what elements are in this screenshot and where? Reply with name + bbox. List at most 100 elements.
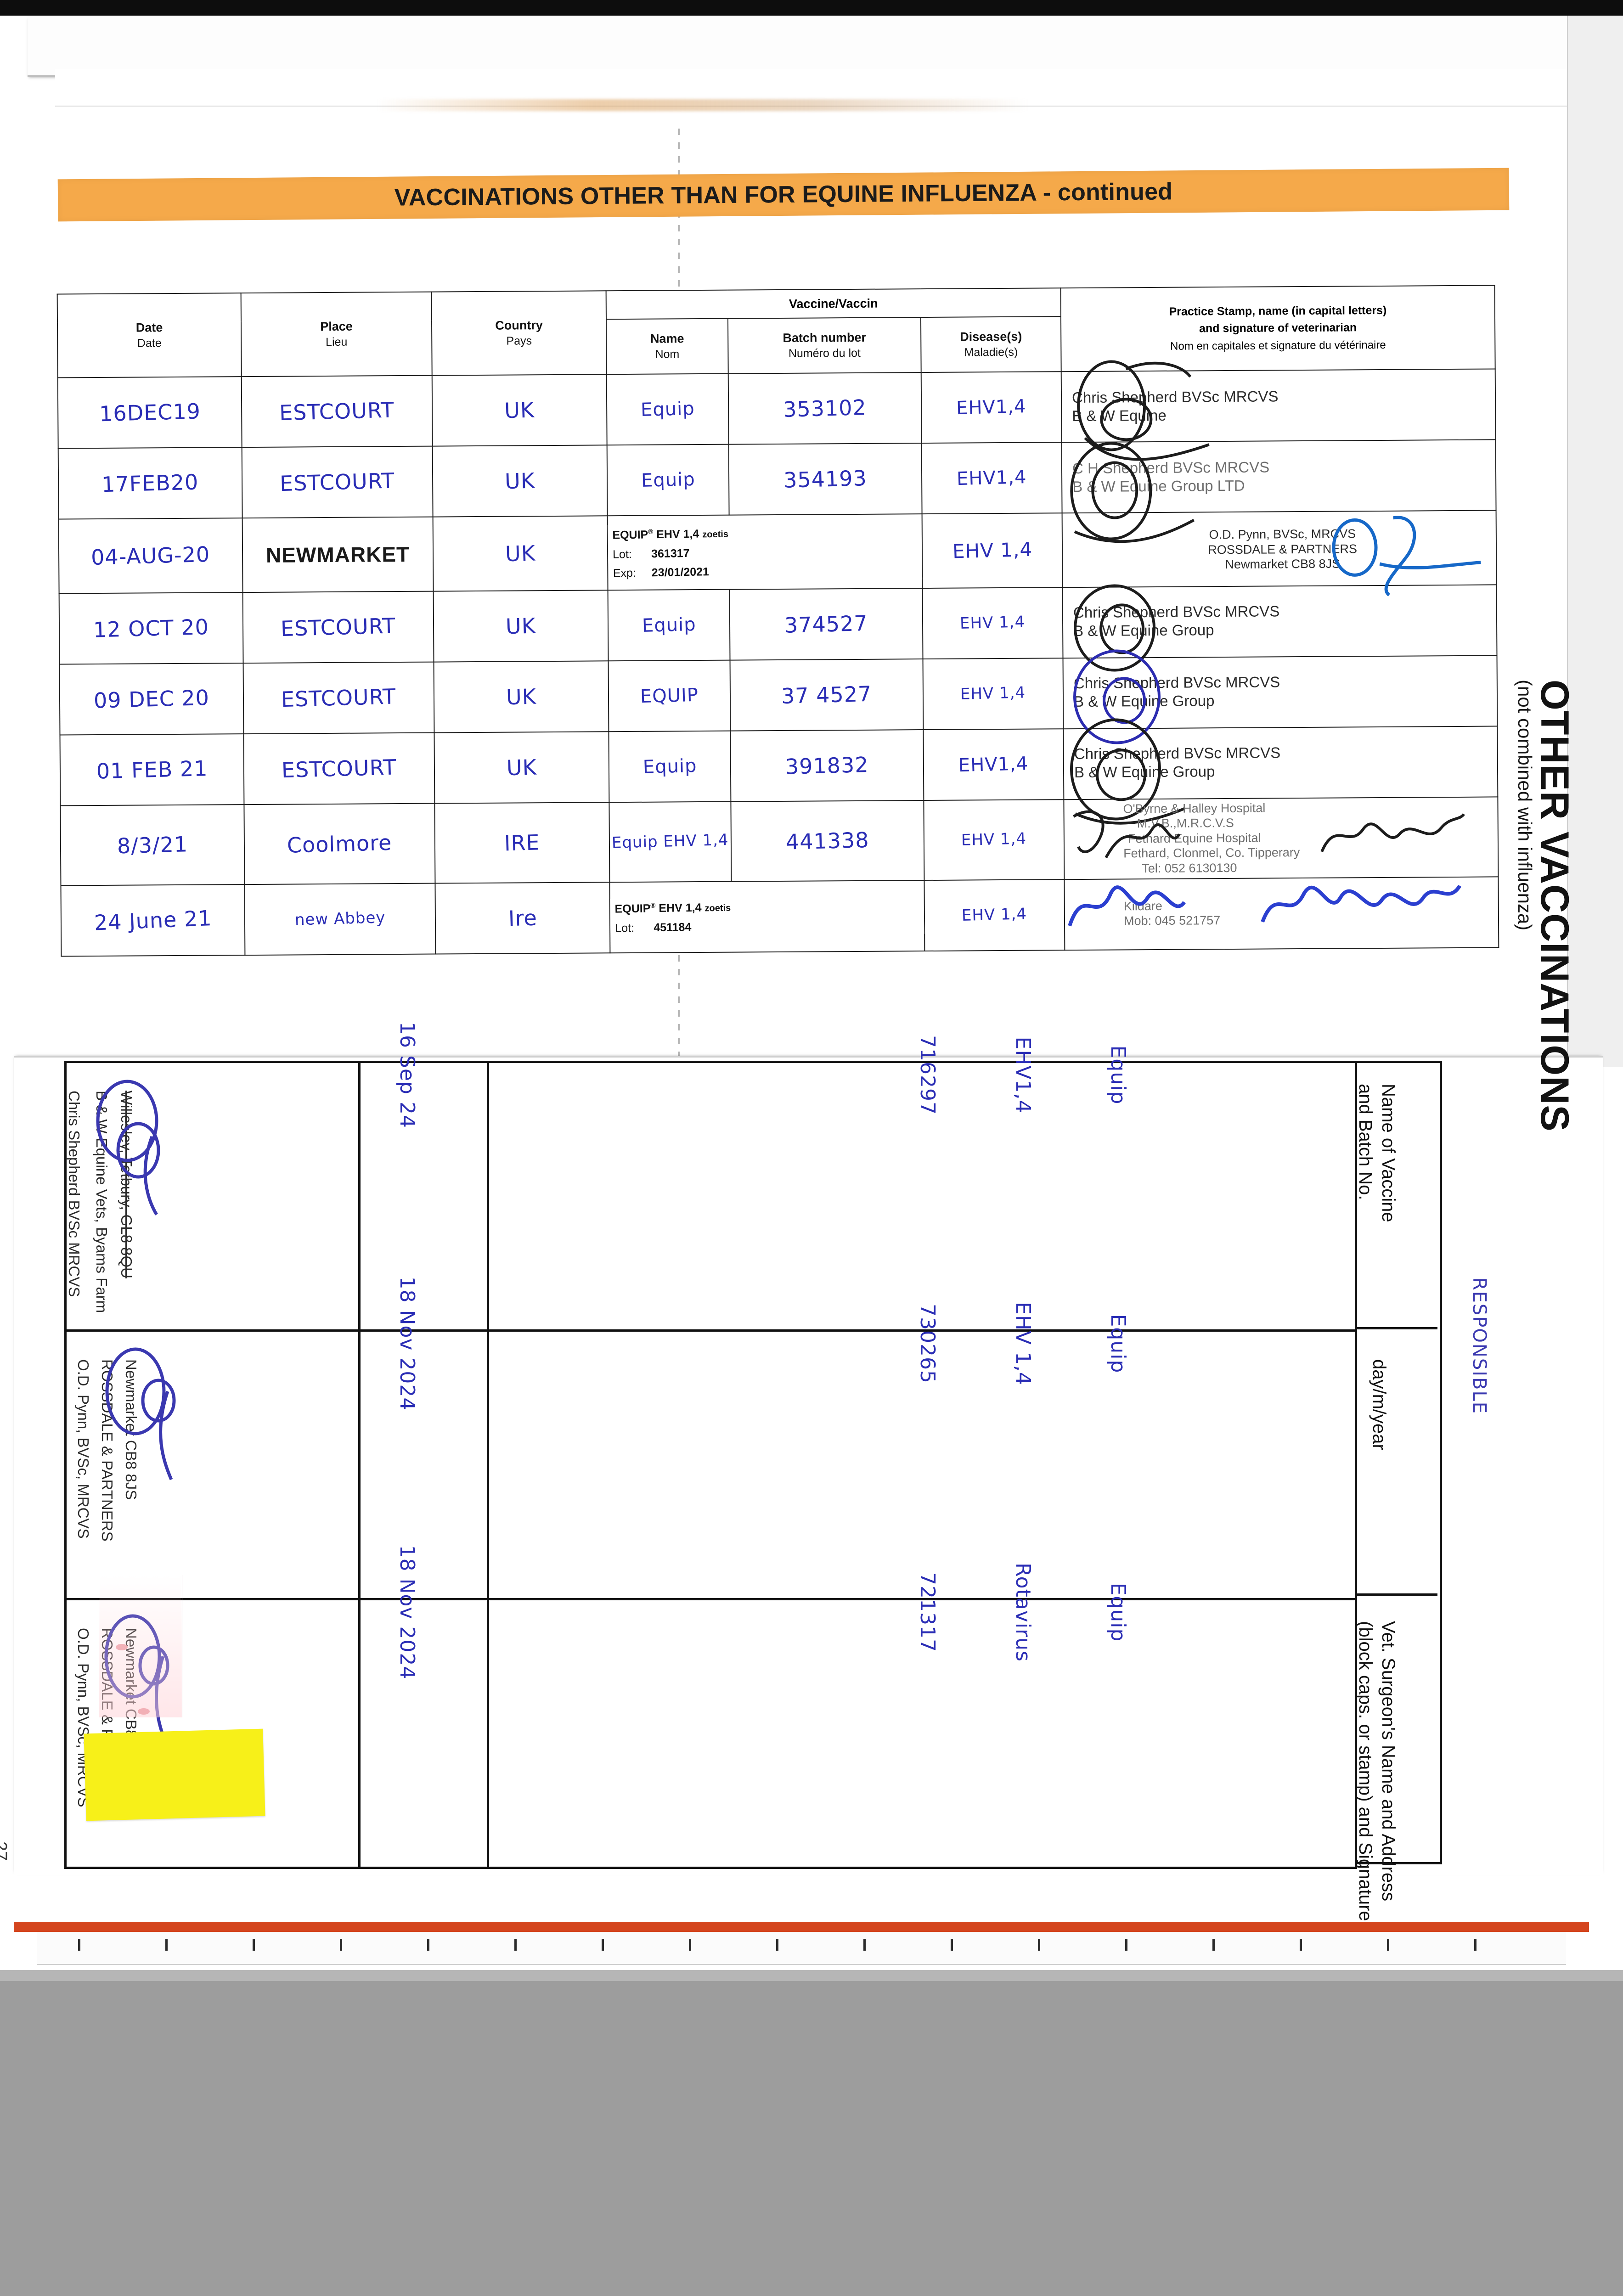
- cell-practice-stamp: Chris Shepherd BVSc MRCVS B & W Equine G…: [1063, 649, 1498, 744]
- cell-date: 16DEC19: [57, 377, 242, 449]
- yellow-highlight-note: [84, 1728, 265, 1821]
- row-disease-value: EHV 1,4: [961, 905, 1028, 925]
- cell-vaccine-name: Equip: [609, 731, 731, 803]
- row-batch-value: 374527: [784, 610, 868, 638]
- rot-vaccine-line: EHV1,4: [1011, 1036, 1035, 1114]
- row-date-value: 16DEC19: [99, 399, 201, 427]
- cell-date: 12 OCT 20: [59, 592, 243, 664]
- rot-header-vet-l1: Vet. Surgeon's Name and Address: [1378, 1621, 1398, 1902]
- cell-practice-stamp: O.D. Pynn, BVSc, MRCVS ROSSDALE & PARTNE…: [1062, 510, 1497, 597]
- paper-stain: [99, 1575, 182, 1717]
- row-disease-value: EHV 1,4: [961, 829, 1027, 850]
- row-country-value: Ire: [507, 905, 538, 931]
- rot-stamp-line: Willesley, Tetbury, GL8 8QU: [118, 1091, 135, 1278]
- cell-date: 24 June 21: [61, 884, 245, 957]
- row-disease-value: EHV 1,4: [960, 683, 1026, 704]
- vaccination-table: Date Date Place Lieu Country Pays: [56, 285, 1499, 957]
- header-batch-en: Batch number: [783, 330, 867, 345]
- cell-country: IRE: [434, 802, 610, 884]
- sticker-manufacturer: zoetis: [704, 903, 731, 914]
- row-place-value: ESTCOURT: [281, 754, 397, 783]
- row-date-value: 01 FEB 21: [96, 756, 208, 784]
- row-place-value: Coolmore: [287, 830, 393, 858]
- cell-batch: 391832: [730, 730, 924, 802]
- cell-place: ESTCOURT: [242, 446, 433, 518]
- header-place: Place Lieu: [241, 292, 432, 377]
- row-disease-value: EHV1,4: [956, 396, 1027, 419]
- rot-vaccine-line: Equip: [1106, 1314, 1130, 1373]
- rot-table-row: O.D. Pynn, BVSc, MRCVS ROSSDALE & PARTNE…: [64, 1277, 1357, 1600]
- row-country-value: UK: [506, 684, 537, 710]
- rot-vaccine-line: 716297: [916, 1035, 940, 1115]
- cell-disease: EHV1,4: [921, 442, 1062, 514]
- cell-batch: 441338: [731, 800, 924, 882]
- cell-batch: 354193: [728, 443, 922, 515]
- cell-country: UK: [433, 516, 608, 591]
- cell-vaccine-sticker: EQUIP® EHV 1,4 zoetis Lot: 451184: [609, 880, 925, 953]
- cell-practice-stamp: O'Byrne & Halley Hospital M.V.B.,M.R.C.V…: [1064, 797, 1499, 880]
- cell-batch: 374527: [729, 588, 923, 660]
- cell-date: 01 FEB 21: [60, 734, 244, 806]
- cell-vaccine-name: Equip: [606, 373, 729, 445]
- underlying-page-edge-1: [28, 16, 1571, 77]
- row-place-value: ESTCOURT: [280, 613, 396, 642]
- row-date-value: 24 June 21: [93, 906, 213, 935]
- rot-header-column: [1355, 1061, 1442, 1864]
- row-batch-value: 354193: [783, 465, 868, 493]
- header-stamp-en-l1: Practice Stamp, name (in capital letters…: [1169, 304, 1387, 319]
- header-name-fr: Nom: [655, 348, 680, 361]
- header-date-en: Date: [135, 321, 163, 335]
- cell-disease: EHV 1,4: [924, 799, 1065, 881]
- row-place-value: ESTCOURT: [281, 684, 397, 712]
- table-row: 12 OCT 20 ESTCOURT UK Equip 374527 EHV 1…: [59, 584, 1497, 672]
- cell-place: Coolmore: [244, 803, 435, 885]
- binder-spine: [14, 1922, 1589, 1932]
- header-place-en: Place: [320, 319, 353, 333]
- row-place-value: ESTCOURT: [279, 468, 395, 496]
- table-row: 01 FEB 21 ESTCOURT UK Equip 391832 EHV1,…: [60, 718, 1498, 825]
- header-disease-fr: Maladie(s): [964, 346, 1018, 359]
- header-vaccine-group: Vaccine/Vaccin: [606, 288, 1061, 320]
- row-disease-value: EHV 1,4: [959, 613, 1026, 633]
- rot-vaccine-line: Rotavirus: [1011, 1563, 1035, 1662]
- scanner-black-edge: [0, 0, 1623, 16]
- cell-vaccine-sticker: EQUIP® EHV 1,4 zoetis Lot: 361317 Exp: 23/…: [607, 514, 923, 591]
- header-country-en: Country: [495, 318, 543, 332]
- rot-stamp-line: B & W Equine Vets, Byams Farm: [93, 1091, 110, 1313]
- stamp-line: B & W Equine Group: [1073, 621, 1214, 640]
- row-disease-value: EHV 1,4: [952, 538, 1033, 563]
- sticker-lot-value: 451184: [654, 920, 692, 934]
- lower-sheet-tick-marks: [78, 1939, 1502, 1951]
- sticker-manufacturer: zoetis: [702, 529, 729, 540]
- header-date: Date Date: [57, 293, 242, 378]
- cell-country: UK: [434, 661, 609, 733]
- row-vaccine-name-value: Equip: [640, 398, 695, 421]
- row-country-value: UK: [506, 754, 537, 781]
- sticker-lot-label: Lot:: [612, 547, 632, 561]
- row-country-value: IRE: [504, 830, 541, 856]
- cell-country: UK: [432, 374, 607, 446]
- vaccine-label-sticker: EQUIP® EHV 1,4 zoetis Lot: 451184: [610, 894, 924, 940]
- table-row: 17FEB20 ESTCOURT UK Equip 354193 EHV1,4 …: [58, 439, 1496, 543]
- row-country-value: UK: [505, 540, 536, 567]
- row-country-value: UK: [504, 397, 535, 423]
- scanner-background-highlight: [0, 1970, 1623, 1981]
- cell-batch: 37 4527: [730, 659, 924, 731]
- stamp-line: Mob: 045 521757: [1123, 913, 1221, 928]
- cell-disease: EHV 1,4: [922, 587, 1063, 659]
- row-date-value: 04-AUG-20: [90, 541, 211, 570]
- cell-disease: EHV1,4: [923, 729, 1064, 801]
- cell-date: 8/3/21: [60, 805, 245, 886]
- row-batch-value: 353102: [783, 394, 867, 422]
- header-stamp-fr: Nom en capitales et signature du vétérin…: [1170, 338, 1386, 353]
- sticker-product: EHV 1,4: [656, 527, 699, 541]
- stamp-line: C H Shepherd BVSc MRCVS: [1072, 458, 1270, 477]
- rot-cell-vaccine-3: Equip Rotavirus 721317: [487, 1563, 1357, 1869]
- stamp-line: B & W Equine Group: [1074, 692, 1215, 710]
- table-header-row-1: Date Date Place Lieu Country Pays: [57, 285, 1495, 378]
- stamp-line: Chris Shepherd BVSc MRCVS: [1073, 673, 1280, 692]
- row-date-value: 8/3/21: [117, 832, 188, 859]
- cell-practice-stamp: Chris Shepherd BVSc MRCVS B & W Equine: [1061, 360, 1496, 461]
- stamp-line: B & W Equine Group LTD: [1072, 477, 1245, 495]
